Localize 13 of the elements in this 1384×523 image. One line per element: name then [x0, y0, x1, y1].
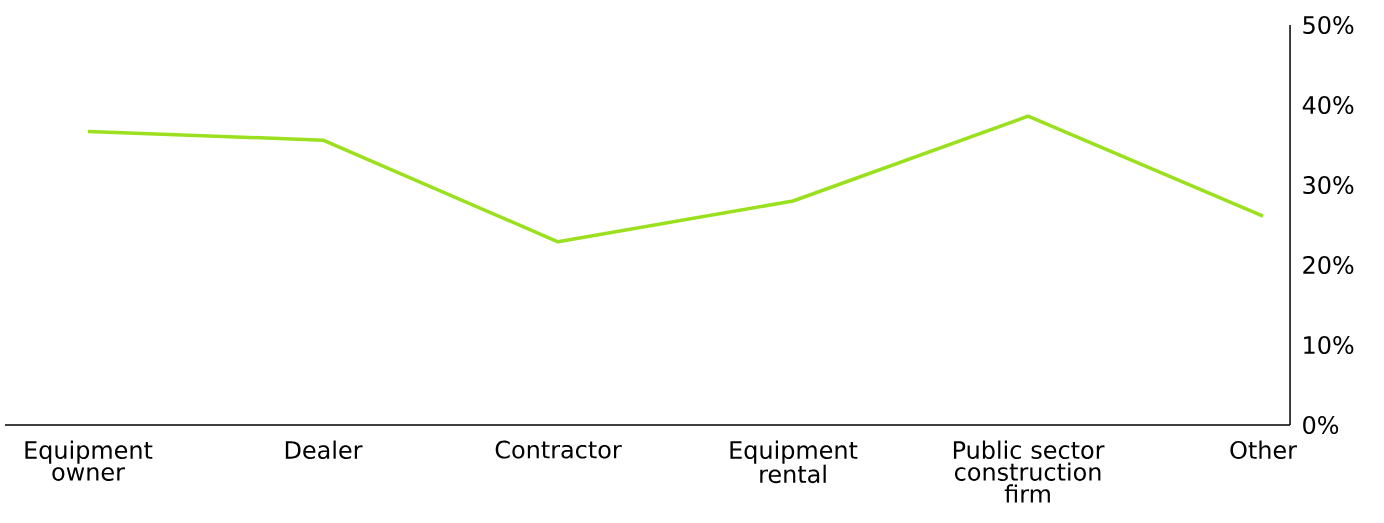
- x-tick-label: Contractor: [495, 440, 622, 459]
- x-tick-label: Equipment owner: [25, 440, 153, 481]
- y-tick-label: 40%: [1302, 95, 1354, 115]
- y-tick-label: 50%: [1303, 15, 1354, 35]
- x-tick-label: Dealer: [285, 440, 363, 460]
- x-tick-label: Public sector construction firm: [953, 440, 1105, 503]
- line-series: [86, 114, 1265, 244]
- x-tick-label: Other: [1230, 440, 1297, 460]
- y-tick-label: 30%: [1303, 175, 1354, 195]
- y-tick-label: 20%: [1303, 255, 1354, 275]
- y-tick-label: 10%: [1304, 335, 1354, 355]
- x-tick-label: Equipment rental: [730, 440, 858, 484]
- y-tick-label: 0%: [1303, 415, 1339, 435]
